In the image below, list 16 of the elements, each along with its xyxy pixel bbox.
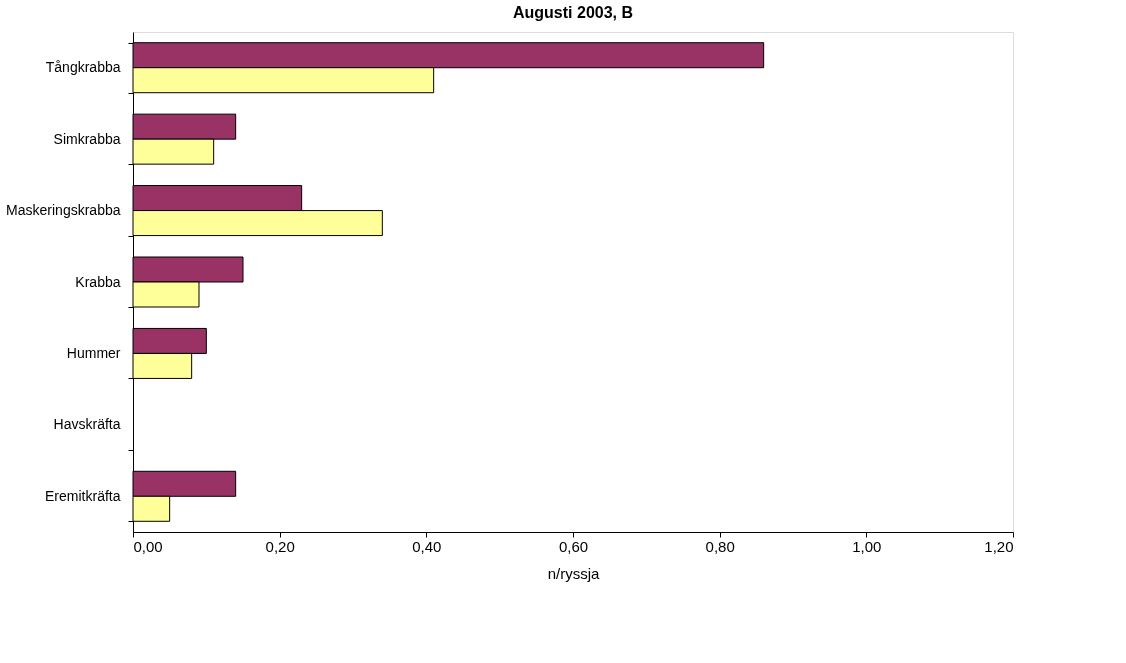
y-tick-label: Eremitkräfta bbox=[45, 487, 121, 504]
y-tick-label: Krabba bbox=[75, 273, 121, 290]
chart-title: Augusti 2003, B bbox=[512, 4, 634, 21]
y-tick-label: Havskräfta bbox=[53, 416, 121, 433]
x-tick-label: 1,00 bbox=[852, 537, 882, 555]
x-tick-label: 0,20 bbox=[265, 537, 295, 555]
x-tick-label: 1,20 bbox=[984, 537, 1014, 555]
x-tick-label: 0,00 bbox=[133, 537, 163, 555]
y-tick-label: Hummer bbox=[66, 344, 121, 361]
y-tick-label: Maskeringskrabba bbox=[6, 202, 121, 219]
y-tick-label: Simkrabba bbox=[53, 130, 121, 147]
x-axis-title: n/ryssja bbox=[547, 564, 600, 582]
x-tick-label: 0,60 bbox=[558, 537, 589, 555]
y-tick-label: Tångkrabba bbox=[45, 59, 121, 76]
x-tick-label: 0,40 bbox=[412, 537, 442, 555]
x-tick-label: 0,80 bbox=[705, 537, 735, 555]
